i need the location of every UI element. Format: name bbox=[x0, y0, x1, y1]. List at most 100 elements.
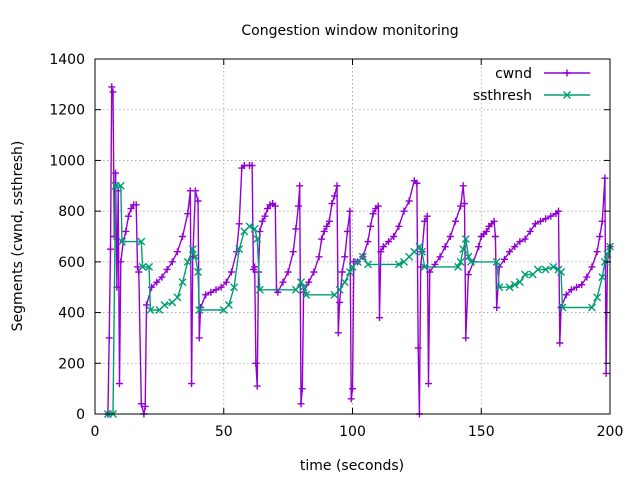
data-point-ssthresh bbox=[549, 262, 558, 271]
data-point-ssthresh bbox=[299, 283, 308, 292]
data-point-cwnd bbox=[253, 382, 261, 390]
data-point-cwnd bbox=[334, 329, 342, 337]
data-point-cwnd bbox=[117, 258, 125, 266]
data-point-cwnd bbox=[441, 243, 449, 251]
data-point-cwnd bbox=[141, 402, 149, 410]
data-point-cwnd bbox=[217, 283, 225, 291]
data-point-cwnd bbox=[567, 286, 575, 294]
x-tick-label: 0 bbox=[91, 424, 100, 440]
data-point-cwnd bbox=[271, 202, 279, 210]
data-point-cwnd bbox=[405, 197, 413, 205]
data-point-cwnd bbox=[294, 202, 302, 210]
data-point-cwnd bbox=[292, 225, 300, 233]
data-point-cwnd bbox=[343, 227, 351, 235]
data-point-ssthresh bbox=[194, 268, 202, 276]
data-point-cwnd bbox=[179, 233, 187, 240]
chart-title: Congestion window monitoring bbox=[241, 23, 458, 39]
data-point-cwnd bbox=[261, 212, 269, 220]
data-point-cwnd bbox=[578, 281, 586, 289]
data-point-cwnd bbox=[284, 268, 292, 276]
legend-marker-ssthresh bbox=[563, 91, 571, 99]
data-point-cwnd bbox=[457, 202, 465, 210]
data-point-cwnd bbox=[452, 217, 459, 225]
data-point-cwnd bbox=[390, 233, 398, 240]
data-point-cwnd bbox=[320, 227, 328, 235]
data-point-ssthresh bbox=[394, 260, 403, 269]
legend: cwnd ssthresh bbox=[473, 66, 590, 104]
data-point-cwnd bbox=[296, 182, 304, 190]
data-point-cwnd bbox=[158, 273, 166, 281]
data-point-cwnd bbox=[475, 243, 483, 251]
data-point-cwnd bbox=[367, 222, 375, 230]
data-point-cwnd bbox=[112, 169, 120, 177]
data-point-cwnd bbox=[602, 369, 610, 377]
data-point-cwnd bbox=[106, 245, 114, 253]
data-point-cwnd bbox=[137, 400, 145, 408]
data-point-cwnd bbox=[526, 227, 534, 235]
data-point-cwnd bbox=[143, 301, 150, 309]
data-point-cwnd bbox=[347, 395, 355, 403]
data-point-cwnd bbox=[194, 197, 202, 205]
legend-label-ssthresh: ssthresh bbox=[473, 88, 532, 104]
series-cwnd bbox=[104, 83, 614, 418]
data-point-cwnd bbox=[323, 222, 331, 230]
data-point-cwnd bbox=[264, 205, 272, 213]
data-point-ssthresh bbox=[505, 283, 514, 292]
legend-label-cwnd: cwnd bbox=[495, 66, 532, 82]
data-point-cwnd bbox=[536, 217, 544, 225]
y-tick-label: 800 bbox=[58, 204, 85, 220]
data-point-cwnd bbox=[421, 217, 429, 225]
data-point-cwnd bbox=[135, 268, 143, 276]
data-point-cwnd bbox=[377, 248, 385, 256]
series-line-ssthresh bbox=[107, 185, 611, 415]
data-point-cwnd bbox=[531, 220, 539, 228]
data-point-ssthresh bbox=[454, 262, 463, 271]
data-point-cwnd bbox=[188, 380, 196, 388]
data-point-ssthresh bbox=[118, 237, 127, 246]
series-layer bbox=[103, 83, 614, 418]
data-point-ssthresh bbox=[415, 242, 424, 251]
data-point-cwnd bbox=[547, 212, 555, 220]
data-point-ssthresh bbox=[510, 280, 519, 289]
data-point-cwnd bbox=[601, 174, 609, 182]
data-point-ssthresh bbox=[137, 237, 146, 246]
x-tick-label: 50 bbox=[215, 424, 233, 440]
data-point-cwnd bbox=[516, 238, 524, 246]
data-point-cwnd bbox=[376, 314, 384, 322]
x-tick-label: 200 bbox=[597, 424, 624, 440]
data-point-cwnd bbox=[127, 205, 135, 213]
data-point-cwnd bbox=[207, 288, 215, 296]
data-point-ssthresh bbox=[183, 257, 192, 266]
y-tick-label: 1400 bbox=[49, 52, 85, 68]
data-point-ssthresh bbox=[255, 285, 264, 294]
data-point-cwnd bbox=[521, 235, 529, 243]
data-point-cwnd bbox=[338, 268, 346, 276]
data-point-cwnd bbox=[184, 210, 192, 218]
data-point-cwnd bbox=[436, 253, 444, 261]
data-point-cwnd bbox=[252, 359, 260, 367]
data-point-ssthresh bbox=[533, 265, 542, 274]
data-point-cwnd bbox=[173, 248, 181, 256]
data-point-ssthresh bbox=[495, 283, 504, 292]
data-point-cwnd bbox=[310, 268, 318, 276]
data-point-cwnd bbox=[227, 268, 235, 276]
data-point-ssthresh bbox=[340, 278, 349, 287]
y-tick-label: 600 bbox=[58, 255, 85, 271]
data-point-cwnd bbox=[105, 334, 113, 342]
data-point-cwnd bbox=[289, 248, 297, 256]
data-point-cwnd bbox=[426, 268, 434, 276]
data-point-cwnd bbox=[423, 212, 431, 220]
data-point-cwnd bbox=[369, 210, 377, 218]
data-point-cwnd bbox=[491, 233, 499, 240]
y-tick-label: 1200 bbox=[49, 103, 85, 119]
data-point-ssthresh bbox=[224, 300, 233, 309]
data-point-cwnd bbox=[462, 334, 470, 342]
data-point-cwnd bbox=[124, 212, 132, 220]
data-point-cwnd bbox=[315, 253, 323, 261]
data-point-cwnd bbox=[461, 200, 469, 208]
data-point-cwnd bbox=[330, 192, 338, 200]
data-point-cwnd bbox=[596, 233, 604, 240]
data-point-cwnd bbox=[385, 238, 393, 246]
